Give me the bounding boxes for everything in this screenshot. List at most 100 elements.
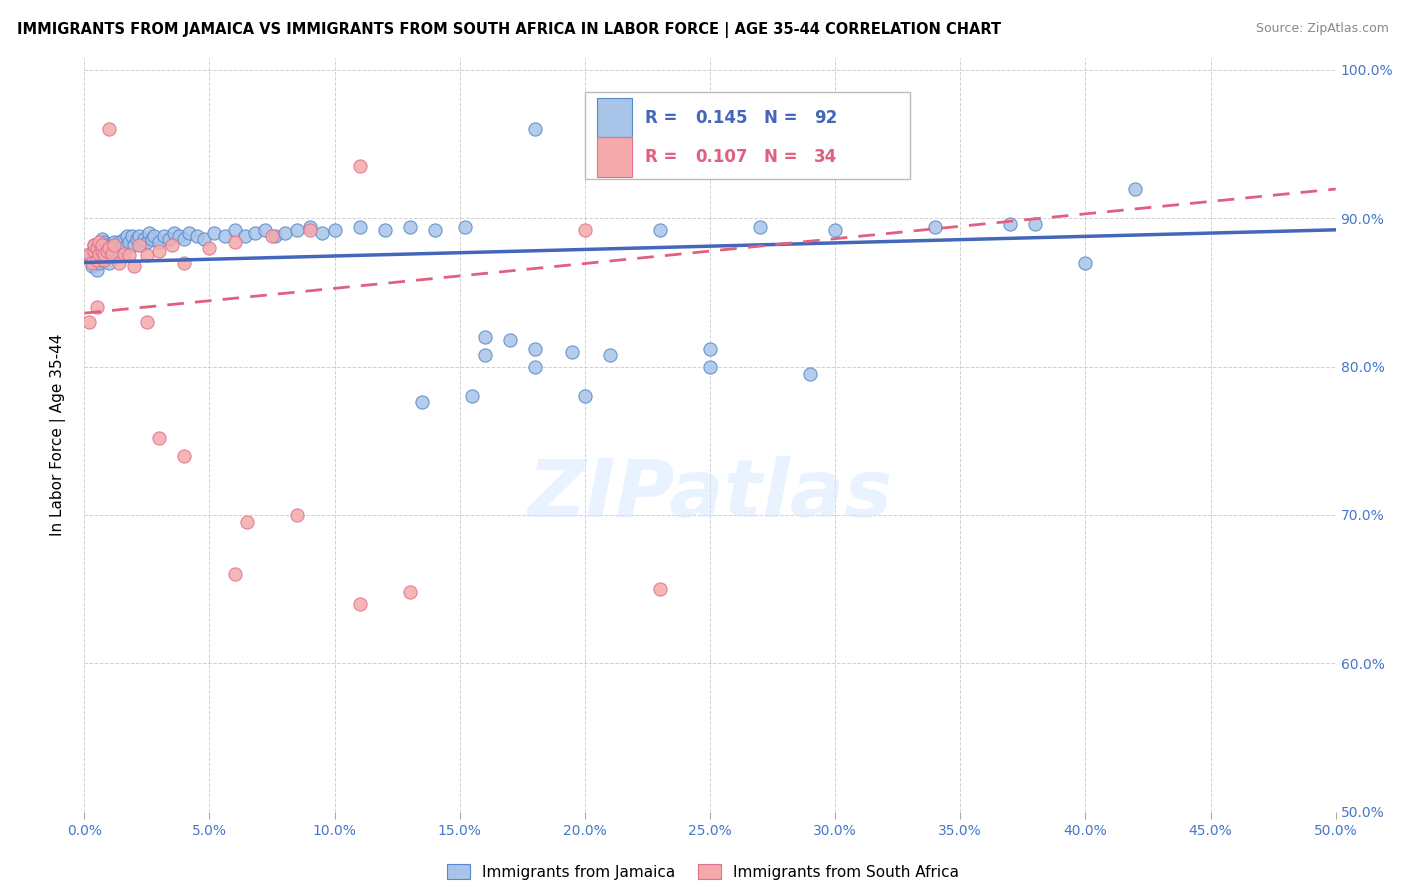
Text: N =: N = <box>763 109 803 127</box>
Point <box>118 235 141 249</box>
Point <box>398 220 420 235</box>
Point <box>454 220 477 235</box>
Point <box>93 235 115 249</box>
Point <box>89 241 111 255</box>
Point <box>173 256 195 270</box>
Point <box>121 229 143 244</box>
Point <box>79 248 101 262</box>
Point <box>499 333 522 347</box>
Point <box>193 232 215 246</box>
Point <box>90 238 112 252</box>
Point <box>323 223 346 237</box>
Text: R =: R = <box>645 109 683 127</box>
Point <box>561 344 583 359</box>
Point <box>273 226 295 240</box>
Point <box>349 159 371 173</box>
Point <box>574 389 596 403</box>
Point <box>124 238 146 252</box>
FancyBboxPatch shape <box>585 92 910 178</box>
Point <box>89 256 111 270</box>
Point <box>799 367 821 381</box>
Point <box>523 359 546 374</box>
Text: Source: ZipAtlas.com: Source: ZipAtlas.com <box>1256 22 1389 36</box>
Point <box>98 256 121 270</box>
Point <box>648 582 671 596</box>
Point <box>103 238 125 252</box>
Point <box>125 232 148 246</box>
Point <box>89 235 111 249</box>
Point <box>298 223 321 237</box>
Point <box>160 238 183 252</box>
Point <box>93 247 115 261</box>
Point <box>173 449 195 463</box>
Point <box>115 229 138 244</box>
Point <box>89 247 111 261</box>
Point <box>186 229 208 244</box>
Point <box>93 244 115 258</box>
Point <box>214 229 236 244</box>
Text: 92: 92 <box>814 109 837 127</box>
Point <box>80 256 103 270</box>
Point <box>153 229 176 244</box>
Point <box>253 223 276 237</box>
Point <box>86 263 108 277</box>
Legend: Immigrants from Jamaica, Immigrants from South Africa: Immigrants from Jamaica, Immigrants from… <box>443 859 963 884</box>
Point <box>311 226 333 240</box>
Text: 0.145: 0.145 <box>695 109 748 127</box>
Point <box>349 597 371 611</box>
Point <box>699 359 721 374</box>
Point <box>103 244 125 258</box>
Point <box>285 223 308 237</box>
Point <box>233 229 256 244</box>
Point <box>112 247 135 261</box>
Point <box>112 232 135 246</box>
Point <box>136 315 159 329</box>
Point <box>89 247 111 261</box>
Point <box>204 226 226 240</box>
Point <box>374 223 396 237</box>
Point <box>103 235 125 249</box>
Point <box>169 229 191 244</box>
Point <box>198 241 221 255</box>
Point <box>101 247 124 261</box>
Point <box>1024 217 1046 231</box>
Point <box>124 259 146 273</box>
Point <box>159 232 181 246</box>
Point <box>461 389 484 403</box>
Point <box>105 238 128 252</box>
Point <box>699 342 721 356</box>
Point <box>86 252 108 267</box>
Text: IMMIGRANTS FROM JAMAICA VS IMMIGRANTS FROM SOUTH AFRICA IN LABOR FORCE | AGE 35-: IMMIGRANTS FROM JAMAICA VS IMMIGRANTS FR… <box>17 22 1001 38</box>
Point <box>83 244 105 258</box>
Point <box>112 241 135 255</box>
Point <box>83 238 105 252</box>
Point <box>648 223 671 237</box>
Point <box>80 259 103 273</box>
Point <box>474 348 496 362</box>
Point <box>134 232 156 246</box>
Point <box>118 248 141 262</box>
Point <box>101 247 124 261</box>
Point <box>86 241 108 255</box>
Point <box>108 235 131 249</box>
Point <box>136 248 159 262</box>
Point <box>243 226 266 240</box>
Point <box>141 232 163 246</box>
Text: 0.107: 0.107 <box>695 148 748 166</box>
Point <box>349 220 371 235</box>
Point <box>79 247 101 261</box>
Point <box>173 232 195 246</box>
Point <box>1125 181 1147 195</box>
Point <box>411 395 433 409</box>
Point <box>574 223 596 237</box>
Point <box>749 220 772 235</box>
Point <box>98 241 121 255</box>
Point <box>924 220 946 235</box>
Text: 34: 34 <box>814 148 837 166</box>
Point <box>86 248 108 262</box>
Point <box>599 348 621 362</box>
Point <box>93 241 115 255</box>
Point <box>90 238 112 252</box>
Point <box>236 516 259 530</box>
Point <box>96 247 118 261</box>
